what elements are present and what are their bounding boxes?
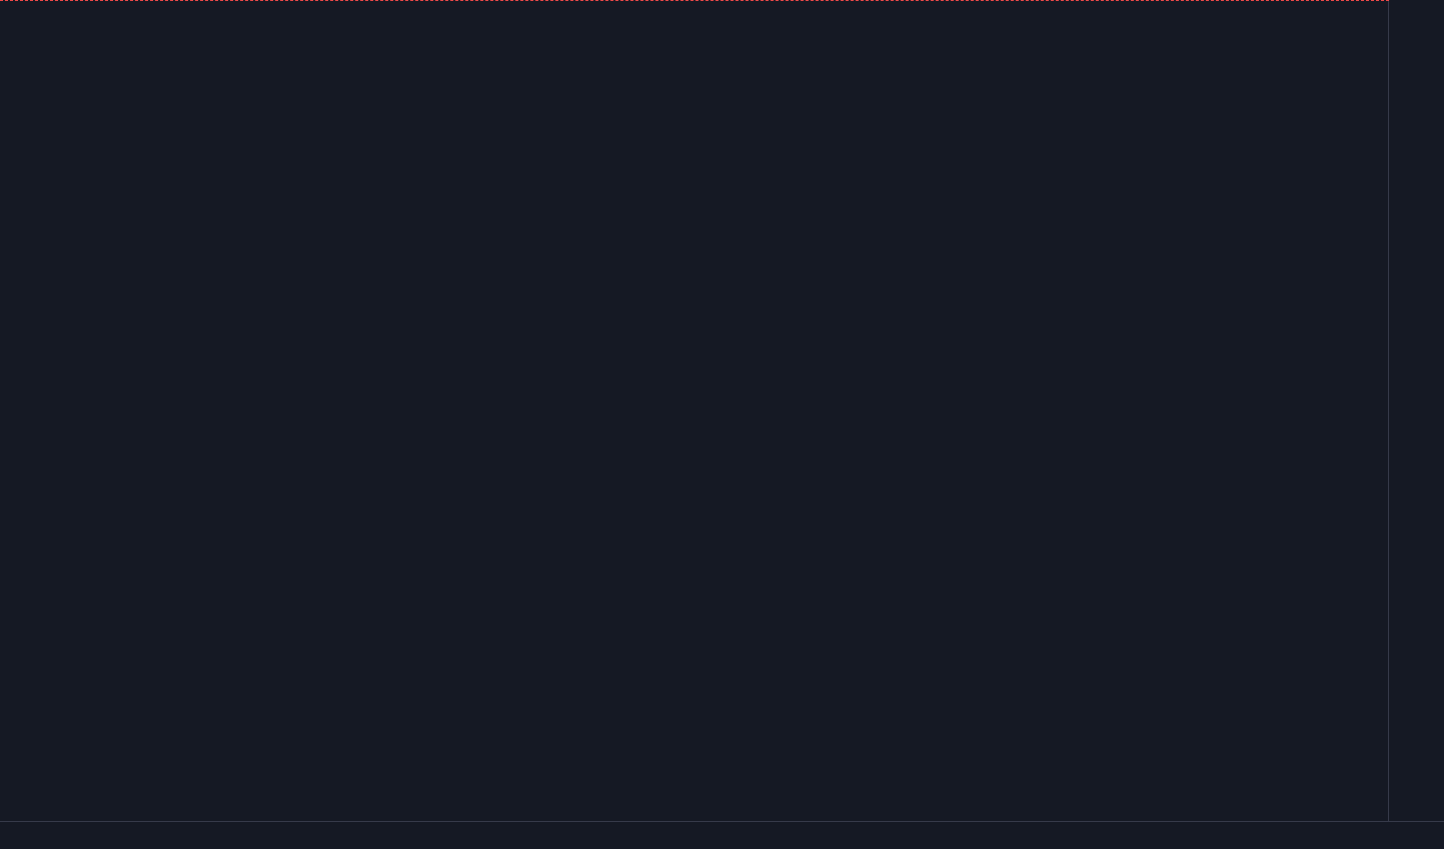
price-axis[interactable] [1388,0,1444,822]
time-axis[interactable] [0,821,1444,849]
chart-annotation-text[interactable] [596,52,1236,72]
current-price-line [0,0,1389,1]
fractal-markers-layer [0,0,1389,822]
